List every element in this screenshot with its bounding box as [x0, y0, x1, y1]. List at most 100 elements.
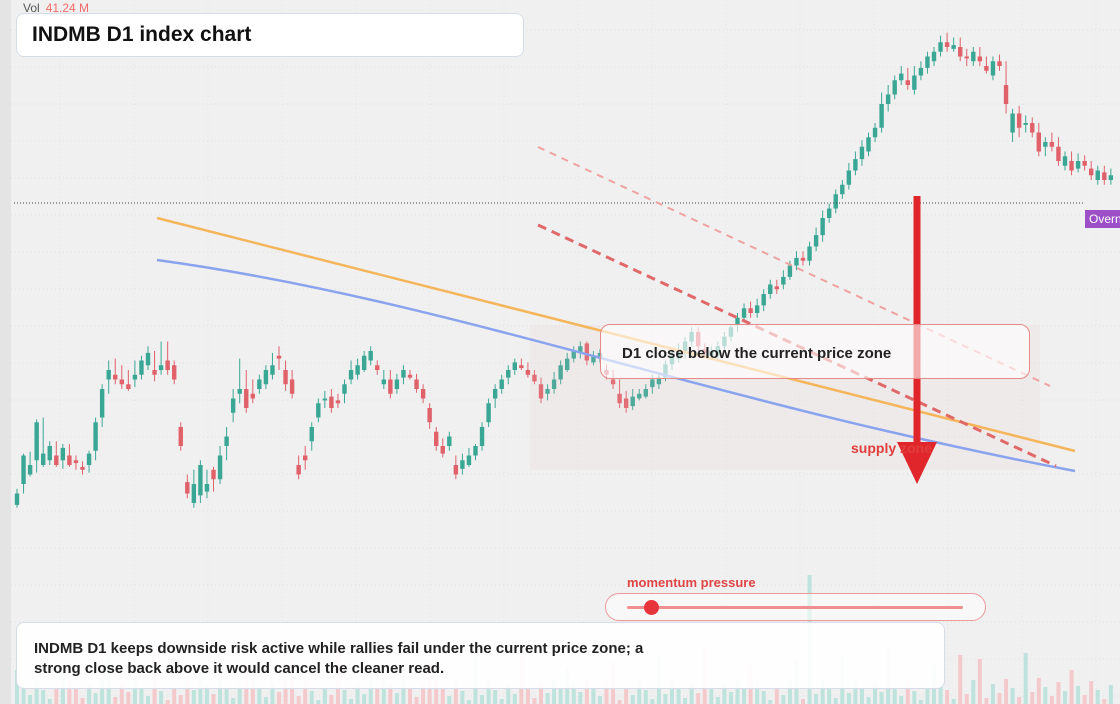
candle-body: [185, 482, 190, 494]
volume-bar: [401, 679, 406, 704]
volume-bar: [617, 700, 622, 704]
volume-bar: [434, 678, 439, 704]
candle-body: [230, 398, 236, 413]
volume-bar: [512, 694, 517, 704]
volume-bar: [257, 688, 262, 704]
candle-body: [984, 66, 989, 71]
candle-body: [191, 484, 197, 503]
candle-body: [538, 384, 544, 399]
candle-body: [303, 455, 308, 461]
candle-body: [1075, 161, 1081, 169]
candle-body: [132, 374, 138, 380]
volume-bar: [1030, 692, 1035, 704]
volume-bar: [1043, 687, 1048, 704]
volume-bar: [742, 687, 747, 704]
volume-bar: [67, 680, 72, 704]
candle-body: [578, 346, 583, 353]
volume-bar: [833, 698, 838, 704]
volume-bar: [211, 694, 216, 704]
candle-body: [964, 56, 969, 59]
summary-text: INDMB D1 keeps downside risk active whil…: [34, 640, 644, 677]
candle-body: [329, 396, 334, 408]
volume-bar: [47, 699, 52, 704]
candle-body: [866, 137, 871, 152]
candle-body: [794, 257, 799, 266]
volume-bar: [394, 693, 399, 704]
volume-bar: [801, 699, 805, 704]
candle-body: [565, 358, 570, 370]
volume-bar: [984, 698, 989, 704]
candle-body: [139, 360, 144, 375]
volume-bar: [54, 685, 59, 704]
volume-bar: [689, 684, 694, 704]
volume-bar: [355, 685, 360, 704]
candle-body: [420, 389, 426, 399]
volume-bar: [1102, 699, 1107, 704]
candle-body: [1043, 142, 1048, 147]
candle-body: [401, 370, 406, 378]
candle-body: [113, 374, 118, 380]
volume-bar: [486, 681, 491, 704]
volume-bar: [447, 696, 452, 704]
volume-bar: [597, 696, 602, 704]
candle-body: [152, 370, 157, 375]
volume-bar: [87, 684, 92, 704]
candle-body: [519, 365, 524, 369]
candle-body: [571, 351, 576, 359]
candle-body: [591, 355, 596, 363]
candle-body: [892, 80, 897, 95]
volume-bar: [683, 698, 688, 704]
candle-body: [368, 351, 373, 361]
volume-bar: [1004, 679, 1009, 704]
chart-title-card: INDMB D1 index chart: [16, 13, 524, 57]
candle-body: [263, 370, 269, 385]
candle-body: [407, 374, 413, 378]
volume-bar: [421, 683, 426, 704]
volume-bar: [224, 689, 229, 704]
volume-bar: [165, 700, 170, 704]
bearish-arrow-head: [897, 442, 937, 484]
volume-bar: [132, 678, 137, 704]
volume-bar: [997, 693, 1002, 704]
volume-bar: [650, 699, 655, 704]
volume-bar: [1049, 696, 1054, 704]
momentum-gauge: [605, 593, 986, 621]
volume-bar: [178, 695, 183, 704]
candle-body: [283, 370, 288, 385]
volume-readout: Vol 41.24 M: [23, 1, 89, 15]
candle-body: [447, 436, 452, 446]
candle-body: [899, 73, 904, 81]
volume-bar: [624, 686, 629, 704]
summary-card: INDMB D1 keeps downside risk active whil…: [16, 622, 945, 689]
candle-body: [348, 370, 354, 380]
volume-bar: [670, 680, 674, 704]
candle-body: [67, 455, 72, 465]
candle-body: [492, 389, 498, 399]
current-price-zone-box: D1 close below the current price zone: [600, 324, 1030, 379]
candle-body: [427, 408, 432, 423]
volume-bar: [139, 687, 144, 704]
volume-bar: [918, 700, 923, 704]
candle-body: [296, 465, 301, 475]
candle-body: [918, 67, 924, 76]
candle-body: [73, 460, 79, 464]
candle-body: [781, 276, 786, 285]
candle-body: [525, 370, 531, 375]
candle-body: [1023, 123, 1028, 125]
candle-body: [971, 51, 976, 62]
volume-bar: [964, 694, 969, 704]
volume-bar: [277, 692, 281, 704]
candle-body: [1056, 146, 1061, 161]
volume-bar: [126, 692, 131, 704]
volume-bar: [119, 683, 124, 704]
volume-bar: [34, 681, 39, 704]
candle-body: [335, 400, 341, 404]
volume-bar: [21, 686, 26, 704]
candle-body: [211, 469, 216, 480]
candle-body: [381, 379, 386, 385]
volume-bar: [637, 681, 642, 704]
candle-body: [807, 246, 812, 261]
volume-bar: [296, 696, 301, 704]
candle-body: [257, 379, 262, 389]
candle-body: [244, 389, 249, 408]
